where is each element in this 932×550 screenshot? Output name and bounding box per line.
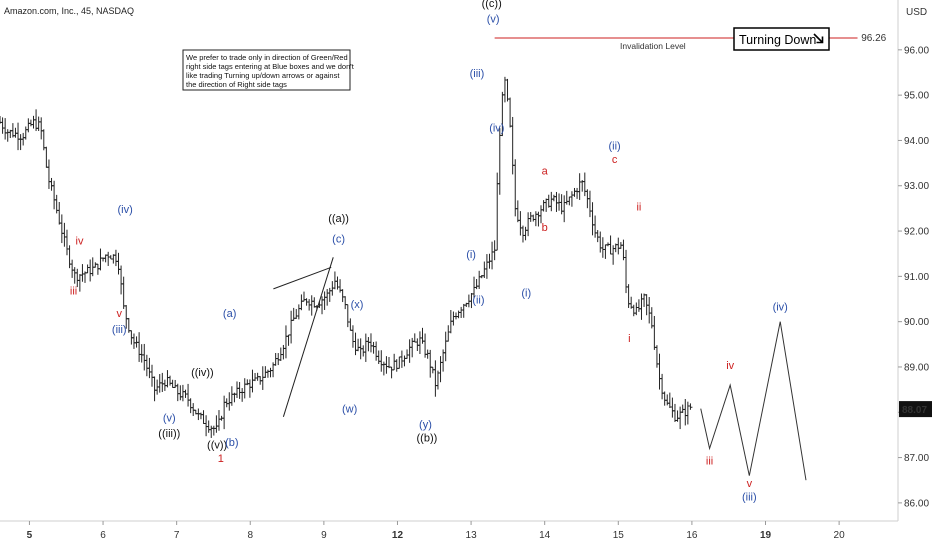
wave-label: ((iv))	[191, 367, 214, 379]
price-bars	[0, 76, 693, 438]
triangle-upper-line	[273, 266, 332, 290]
wave-label: (w)	[342, 403, 357, 415]
x-tick-label: 6	[100, 530, 106, 541]
wave-label: (a)	[223, 308, 236, 320]
note-line-4: the direction of Right side tags	[186, 80, 287, 89]
wave-label: b	[542, 222, 548, 234]
current-price-box	[899, 401, 932, 418]
x-tick-label: 12	[392, 530, 404, 541]
note-line-2: right side tags entering at Blue boxes a…	[186, 62, 355, 71]
y-tick-label: 89.00	[904, 362, 929, 373]
wave-label: (i)	[466, 249, 476, 261]
wave-label: 1	[218, 453, 224, 465]
wave-label: (b)	[225, 437, 238, 449]
wave-label: (ii)	[609, 141, 621, 153]
wave-label: v	[116, 308, 122, 320]
x-tick-label: 14	[539, 530, 551, 541]
x-tick-label: 8	[247, 530, 253, 541]
wave-label: ((b))	[417, 433, 438, 445]
wave-label: (v)	[163, 412, 176, 424]
x-tick-label: 7	[174, 530, 180, 541]
x-tick-label: 5	[27, 530, 33, 541]
y-tick-label: 93.00	[904, 181, 929, 192]
wave-label: iv	[76, 236, 84, 248]
y-tick-label: 95.00	[904, 91, 929, 102]
wave-label: a	[542, 165, 549, 177]
wave-label: i	[628, 333, 630, 345]
arrow-down-right-icon	[813, 33, 824, 44]
y-tick-label: 86.00	[904, 498, 929, 509]
wave-label: (iii)	[470, 68, 485, 80]
wave-label: ((iii))	[158, 428, 180, 440]
wave-label: (i)	[521, 288, 531, 300]
y-tick-label: 87.00	[904, 453, 929, 464]
invalidation-label: Invalidation Level	[620, 41, 686, 51]
triangle-lower-line	[282, 257, 334, 417]
wave-label: (c)	[332, 233, 345, 245]
x-tick-label: 13	[466, 530, 478, 541]
turning-down-box: Turning Down	[733, 27, 830, 51]
wave-label: (iii)	[112, 324, 127, 336]
y-tick-label: 90.00	[904, 317, 929, 328]
y-tick-label: 91.00	[904, 272, 929, 283]
x-tick-label: 15	[613, 530, 625, 541]
y-tick-label: 94.00	[904, 136, 929, 147]
trade-note: We prefer to trade only in direction of …	[182, 49, 355, 91]
current-price-label: 88.07	[902, 405, 927, 416]
x-tick-label: 9	[321, 530, 327, 541]
wave-label: iii	[70, 285, 77, 297]
wave-label: (ii)	[472, 295, 484, 307]
wave-label: ii	[636, 202, 641, 214]
x-tick-label: 20	[834, 530, 846, 541]
wave-label: (iv)	[489, 122, 504, 134]
y-tick-label: 96.00	[904, 45, 929, 56]
wave-labels: iviiiv(iv)(iii)(v)((iii))((iv))((v))1(a)…	[70, 0, 788, 504]
turning-down-label: Turning Down	[739, 33, 816, 47]
wave-label: iv	[726, 360, 734, 372]
wave-label: c	[612, 154, 618, 166]
wave-label: ((a))	[328, 213, 349, 225]
wave-label: (x)	[351, 299, 364, 311]
wave-label: ((v))	[207, 440, 227, 452]
y-tick-label: 92.00	[904, 227, 929, 238]
note-line-1: We prefer to trade only in direction of …	[186, 53, 348, 62]
wave-label: (v)	[487, 14, 500, 26]
wave-label: ((c))	[482, 0, 502, 10]
wave-label: iii	[706, 455, 713, 467]
wave-label: (iii)	[742, 492, 757, 504]
currency-label: USD	[906, 7, 927, 18]
note-line-3: like trading Turning up/down arrows or a…	[186, 71, 340, 80]
x-tick-label: 19	[760, 530, 772, 541]
wave-label: (y)	[419, 419, 432, 431]
invalidation-value: 96.26	[861, 33, 886, 44]
projection-path	[700, 321, 807, 481]
wave-label: (iv)	[773, 301, 788, 313]
wave-label: (iv)	[117, 204, 132, 216]
wave-label: v	[747, 478, 753, 490]
x-tick-label: 16	[686, 530, 698, 541]
ticker-label: Amazon.com, Inc., 45, NASDAQ	[4, 6, 134, 16]
